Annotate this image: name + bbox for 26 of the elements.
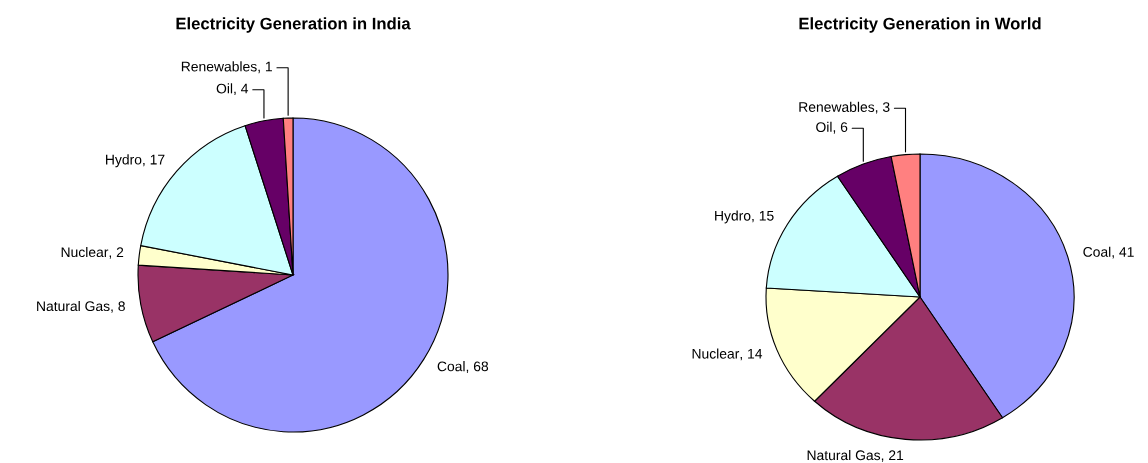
data-label: , 14 bbox=[740, 348, 763, 361]
slice-label: Oil bbox=[216, 83, 233, 94]
slice-label: Hydro bbox=[106, 154, 142, 168]
data-label: , 3 bbox=[875, 102, 890, 114]
data-label: , 21 bbox=[881, 450, 904, 462]
data-label: , 68 bbox=[466, 361, 489, 373]
slice-label: Nuclear bbox=[692, 348, 740, 359]
data-label: , 15 bbox=[752, 210, 774, 223]
slice-label: Oil bbox=[816, 121, 832, 132]
slice-label: Coal bbox=[437, 361, 465, 372]
data-label: , 1 bbox=[258, 61, 272, 74]
slice-label: Natural Gas bbox=[807, 449, 881, 461]
data-label: , 17 bbox=[143, 154, 165, 167]
slice-label: Coal bbox=[1083, 246, 1111, 257]
slice-label: Nuclear bbox=[61, 246, 109, 258]
data-label: , 4 bbox=[234, 83, 249, 96]
data-label: , 6 bbox=[833, 122, 848, 134]
slice-label: Renewables bbox=[181, 61, 257, 72]
slice-label: Hydro bbox=[715, 210, 751, 224]
data-label: , 2 bbox=[109, 247, 124, 259]
chart-title: Electricity Generation in India bbox=[176, 17, 411, 33]
data-label: , 41 bbox=[1112, 247, 1134, 259]
data-label: , 8 bbox=[111, 301, 125, 313]
slice-label: Natural Gas bbox=[37, 300, 110, 312]
slice-label: Renewables bbox=[799, 101, 875, 112]
chart-title: Electricity Generation in World bbox=[799, 17, 1041, 33]
